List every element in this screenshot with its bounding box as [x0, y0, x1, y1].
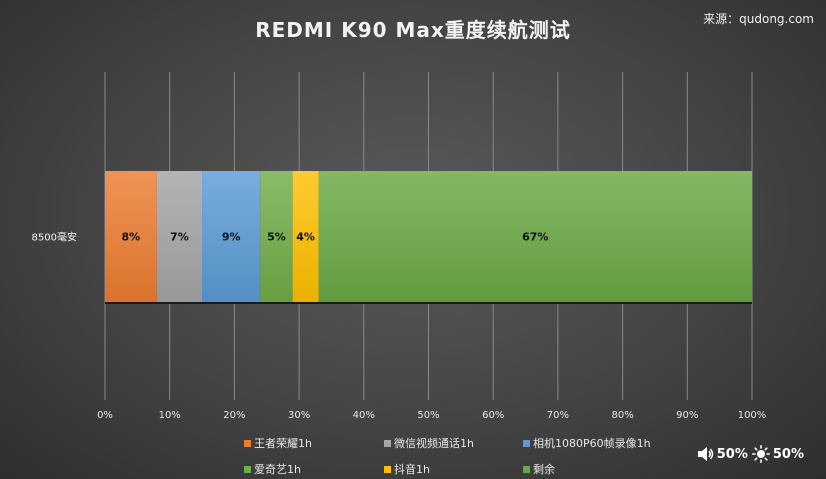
x-tick-label: 60% — [482, 410, 504, 421]
data-label: 5% — [267, 231, 286, 244]
legend-item: 王者荣耀1h — [244, 435, 312, 451]
data-label: 67% — [522, 231, 548, 244]
x-tick-label: 0% — [97, 410, 113, 421]
speaker-icon — [697, 447, 713, 461]
bar-segment — [318, 171, 752, 302]
x-tick-label: 100% — [738, 410, 767, 421]
bar-segment — [156, 171, 203, 302]
legend-swatch — [244, 465, 251, 473]
legend-item: 爱奇艺1h — [244, 461, 301, 477]
x-tick-label: 50% — [417, 410, 439, 421]
category-label: 8500毫安 — [32, 231, 77, 244]
bar-segment — [202, 171, 261, 302]
x-tick-label: 90% — [676, 410, 698, 421]
legend-item: 相机1080P60帧录像1h — [523, 435, 651, 451]
legend-label: 相机1080P60帧录像1h — [533, 437, 651, 450]
volume-value: 50% — [716, 446, 748, 462]
sun-icon — [751, 445, 770, 463]
legend-swatch — [384, 465, 391, 473]
x-tick-label: 20% — [223, 410, 245, 421]
legend-label: 王者荣耀1h — [254, 437, 312, 450]
brightness-value: 50% — [772, 446, 804, 462]
chart-title: REDMI K90 Max重度续航测试 — [255, 18, 571, 42]
legend-swatch — [523, 465, 530, 473]
x-tick-label: 80% — [611, 410, 633, 421]
legend-label: 爱奇艺1h — [254, 463, 301, 476]
legend-label: 微信视频通话1h — [394, 437, 474, 450]
data-label: 9% — [222, 231, 241, 244]
data-label: 7% — [170, 231, 189, 244]
bar-segment — [260, 171, 293, 302]
data-label: 4% — [296, 231, 315, 244]
legend-swatch — [244, 439, 251, 447]
legend-label: 剩余 — [533, 463, 555, 476]
bar-segment — [105, 171, 157, 302]
x-tick-label: 10% — [159, 410, 181, 421]
source-label: 来源：qudong.com — [703, 12, 814, 26]
bar-segment — [292, 171, 319, 302]
test-settings: 50% 50% — [696, 445, 808, 463]
legend-item: 剩余 — [523, 461, 555, 477]
legend-item: 微信视频通话1h — [384, 435, 474, 451]
x-tick-label: 70% — [547, 410, 569, 421]
legend-swatch — [523, 439, 530, 447]
x-tick-label: 40% — [353, 410, 375, 421]
data-label: 8% — [122, 231, 141, 244]
legend-label: 抖音1h — [394, 463, 430, 476]
x-tick-label: 30% — [288, 410, 310, 421]
legend-item: 抖音1h — [384, 461, 430, 477]
legend-swatch — [384, 439, 391, 447]
